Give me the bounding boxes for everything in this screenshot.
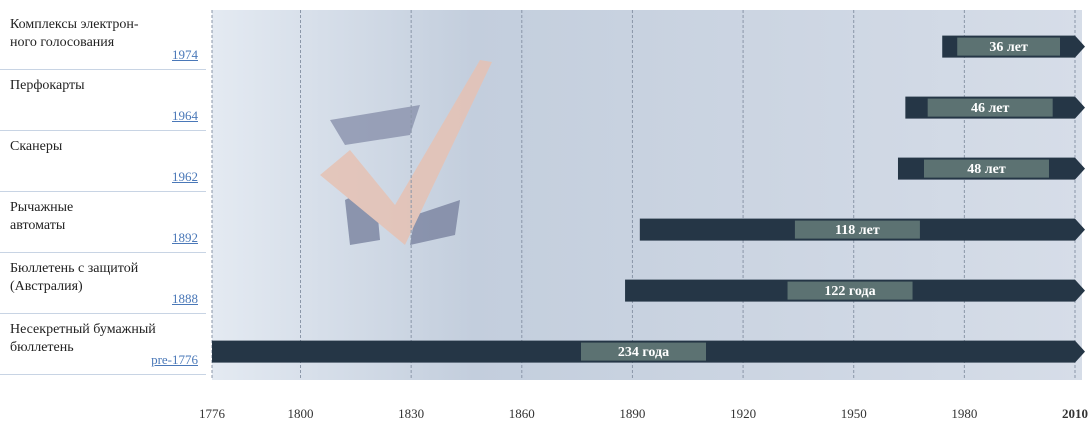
row-label: Перфокарты 1964 <box>0 71 206 131</box>
category-label: Бюллетень с защитой (Австралия) <box>10 261 139 294</box>
bar-label: 46 лет <box>971 101 1010 116</box>
x-tick-label: 1920 <box>730 406 756 421</box>
bar-label-box <box>923 159 1049 178</box>
row-labels: Комплексы электрон- ного голосования 1974… <box>0 10 210 380</box>
row-label: Сканеры 1962 <box>0 132 206 192</box>
bar-arrow <box>1075 157 1085 180</box>
x-tick-label: 1950 <box>841 406 867 421</box>
start-year: 1962 <box>172 169 198 184</box>
bar-label: 118 лет <box>835 223 880 238</box>
start-year: 1964 <box>172 108 198 123</box>
x-tick-label: 2010 <box>1062 406 1088 421</box>
x-tick-label: 1800 <box>288 406 314 421</box>
x-tick-label: 1890 <box>619 406 645 421</box>
start-year: 1892 <box>172 230 198 245</box>
start-year: 1974 <box>172 47 198 62</box>
bar-label-box <box>581 342 706 361</box>
category-label: Рычажные автоматы <box>10 200 74 233</box>
category-label: Сканеры <box>10 139 63 154</box>
start-year: 1888 <box>172 291 198 306</box>
bar-label: 122 года <box>824 284 875 299</box>
x-tick-label: 1830 <box>398 406 424 421</box>
bar-arrow <box>1075 279 1085 302</box>
row-label: Комплексы электрон- ного голосования 1974 <box>0 10 206 70</box>
category-label: Перфокарты <box>10 78 85 93</box>
bar-arrow <box>1075 35 1085 58</box>
plot-background <box>212 10 1082 380</box>
bar-arrow <box>1075 340 1085 363</box>
bar-label-box <box>957 37 1060 56</box>
category-label: Несекретный бумажный бюллетень <box>10 322 156 355</box>
x-tick-label: 1776 <box>199 406 226 421</box>
bar-label: 234 года <box>618 345 669 360</box>
bar-label: 36 лет <box>989 40 1028 55</box>
x-tick-label: 1980 <box>951 406 977 421</box>
x-tick-label: 1860 <box>509 406 535 421</box>
bar-label: 48 лет <box>967 162 1006 177</box>
bar-arrow <box>1075 96 1085 119</box>
bar-label-box <box>794 220 920 239</box>
bar-arrow <box>1075 218 1085 241</box>
bar-label-box <box>787 281 913 300</box>
start-year: pre-1776 <box>151 352 198 367</box>
bar-label-box <box>927 98 1053 117</box>
row-label: Несекретный бумажный бюллетень pre-1776 <box>0 315 206 375</box>
row-label: Рычажные автоматы 1892 <box>0 193 206 253</box>
checkmark-decoration <box>320 60 492 245</box>
category-label: Комплексы электрон- ного голосования <box>10 17 139 50</box>
row-label: Бюллетень с защитой (Австралия) 1888 <box>0 254 206 314</box>
